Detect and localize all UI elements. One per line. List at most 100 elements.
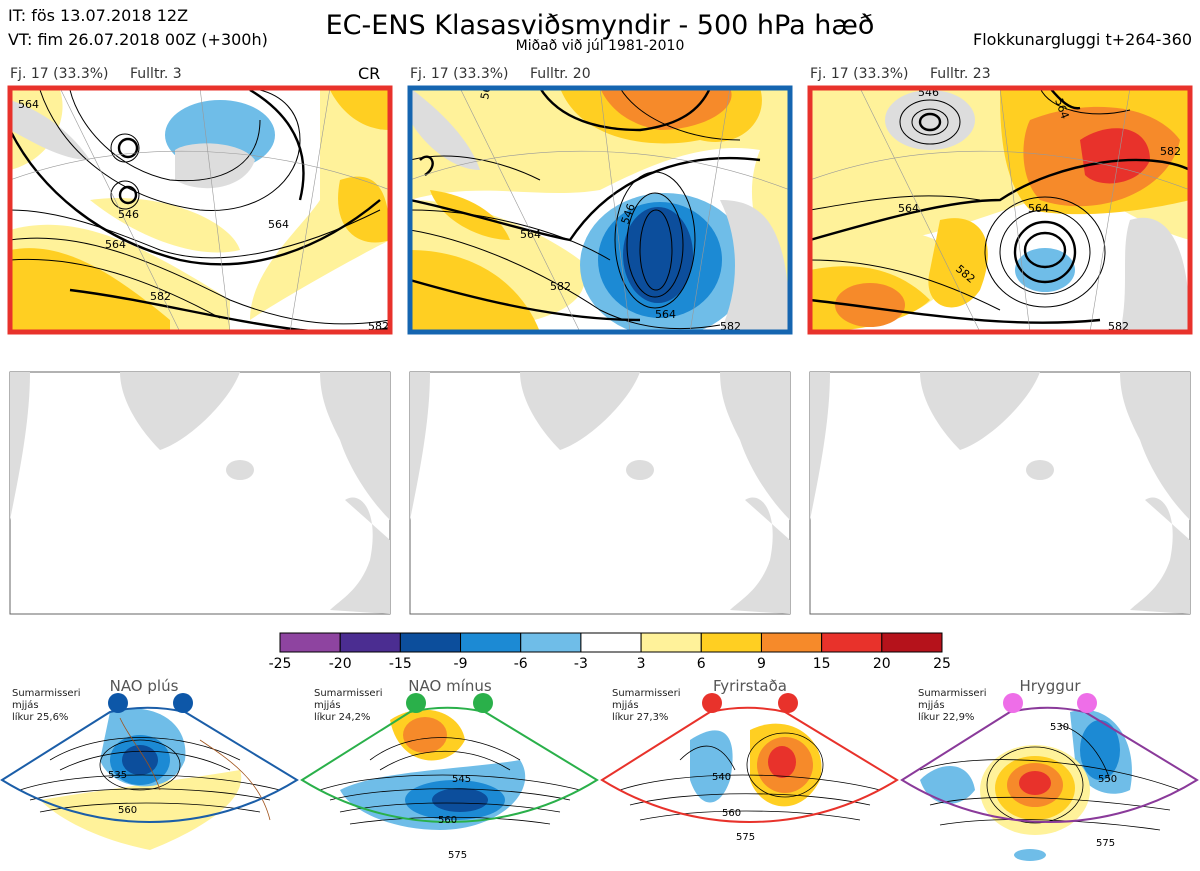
panel-1-border xyxy=(7,85,393,335)
contour-label: 546 xyxy=(918,86,939,99)
contour-label: 582 xyxy=(1160,145,1181,158)
regime-contour-label: 575 xyxy=(448,850,467,861)
regime-season: Sumarmisseri xyxy=(314,688,383,699)
contour-label: 564 xyxy=(478,78,494,101)
regime-name: Hryggur xyxy=(1019,677,1081,695)
contour-label: 564 xyxy=(105,238,126,251)
panel-3-border xyxy=(807,85,1193,335)
panel-3-map: 546 564 564 582 564 582 582 xyxy=(810,86,1190,333)
regime-dot xyxy=(108,693,128,713)
regime-info-1: Sumarmisseri mjjás líkur 25,6% xyxy=(12,688,80,724)
panel-1-extra: CR xyxy=(358,64,381,83)
regime-smoothing: mjjás xyxy=(314,700,341,711)
empty-map-1 xyxy=(9,371,391,615)
regime-dot xyxy=(1077,693,1097,713)
regime-nao-minus: 545 560 575 xyxy=(300,693,599,861)
regime-blocking-frame xyxy=(600,706,899,823)
regime-dot xyxy=(406,693,426,713)
regime-contour-label: 560 xyxy=(722,808,741,819)
regime-dot xyxy=(778,693,798,713)
empty-map-3 xyxy=(809,371,1191,615)
panel-2-fulltr: Fulltr. 20 xyxy=(530,66,591,82)
contour-label: 564 xyxy=(1028,202,1049,215)
panel-1-map: 564 564 546 564 582 582 xyxy=(10,88,390,333)
colorbar-swatch xyxy=(339,632,401,653)
init-time: IT: fös 13.07.2018 12Z xyxy=(8,6,189,25)
regime-dot xyxy=(173,693,193,713)
colorbar-tick-label: 3 xyxy=(637,656,646,672)
contour-label: 546 xyxy=(118,208,139,221)
page-title: EC-ENS Klasasviðsmyndir - 500 hPa hæð xyxy=(325,10,875,41)
regime-dot xyxy=(1003,693,1023,713)
contour-label: 582 xyxy=(150,290,171,303)
colorbar-swatch xyxy=(640,632,702,653)
contour-label: 582 xyxy=(368,320,389,333)
regime-ridge: 530 550 575 xyxy=(900,693,1199,861)
regime-nao-plus-frame xyxy=(0,706,299,823)
colorbar-tick-label: -9 xyxy=(454,656,468,672)
classification-window: Flokkunargluggi t+264-360 xyxy=(973,30,1192,49)
regime-contour-label: 575 xyxy=(736,832,755,843)
regime-dot xyxy=(702,693,722,713)
regime-info-4: Sumarmisseri mjjás líkur 22,9% xyxy=(918,688,986,724)
panel-1-fj: Fj. 17 (33.3%) xyxy=(10,66,109,82)
regime-season: Sumarmisseri xyxy=(612,688,681,699)
regime-probability: líkur 24,2% xyxy=(314,712,371,723)
regime-ridge-frame xyxy=(900,706,1199,823)
colorbar-tick-label: -25 xyxy=(269,656,292,672)
panel-3-fulltr: Fulltr. 23 xyxy=(930,66,991,82)
page-subtitle: Miðað við júl 1981-2010 xyxy=(515,38,685,54)
colorbar-tick-label: -15 xyxy=(389,656,412,672)
regime-smoothing: mjjás xyxy=(918,700,945,711)
regime-contour-label: 575 xyxy=(1096,838,1115,849)
colorbar-tick-label: -6 xyxy=(514,656,528,672)
colorbar-tick-label: -20 xyxy=(329,656,352,672)
regime-contour-label: 545 xyxy=(452,774,471,785)
panel-3-fj: Fj. 17 (33.3%) xyxy=(810,66,909,82)
regime-info-3: Sumarmisseri mjjás líkur 27,3% xyxy=(612,688,680,724)
colorbar-swatch xyxy=(399,632,462,653)
regime-contour-label: 530 xyxy=(1050,722,1069,733)
contour-label: 582 xyxy=(720,320,741,333)
colorbar-swatch xyxy=(460,632,522,653)
regime-nao-minus-frame xyxy=(300,706,599,823)
regime-name: Fyrirstaða xyxy=(713,677,787,695)
contour-label: 564 xyxy=(18,98,39,111)
panel-2-border xyxy=(407,85,793,335)
regime-probability: líkur 22,9% xyxy=(918,712,975,723)
colorbar-tick-label: 6 xyxy=(697,656,706,672)
colorbar-tick-label: 15 xyxy=(813,656,831,672)
colorbar-swatch xyxy=(881,632,943,653)
contour-label: 564 xyxy=(520,228,541,241)
regime-contour-label: 560 xyxy=(118,805,137,816)
regime-season: Sumarmisseri xyxy=(918,688,987,699)
colorbar-swatch xyxy=(760,632,823,653)
regime-smoothing: mjjás xyxy=(12,700,39,711)
contour-label: 564 xyxy=(655,308,676,321)
colorbar-tick-label: 25 xyxy=(933,656,951,672)
regime-name: NAO mínus xyxy=(408,677,492,695)
colorbar-tick-label: -3 xyxy=(574,656,588,672)
contour-label: 582 xyxy=(1108,320,1129,333)
regime-info-2: Sumarmisseri mjjás líkur 24,2% xyxy=(314,688,382,724)
colorbar-tick-label: 20 xyxy=(873,656,891,672)
contour-label: 582 xyxy=(550,280,571,293)
panel-2-fj: Fj. 17 (33.3%) xyxy=(410,66,509,82)
colorbar-swatch xyxy=(520,632,582,653)
contour-label: 564 xyxy=(268,218,289,231)
regime-blocking: 540 560 575 xyxy=(600,693,899,843)
panel-1-fulltr: Fulltr. 3 xyxy=(130,66,182,82)
colorbar-tick-label: 9 xyxy=(757,656,766,672)
colorbar-swatch xyxy=(580,632,642,653)
regime-contour-label: 560 xyxy=(438,815,457,826)
regime-probability: líkur 25,6% xyxy=(12,712,69,723)
empty-map-2 xyxy=(409,371,791,615)
regime-contour-label: 540 xyxy=(712,772,731,783)
contour-label: 564 xyxy=(898,202,919,215)
regime-dot xyxy=(473,693,493,713)
regime-season: Sumarmisseri xyxy=(12,688,81,699)
regime-name: NAO plús xyxy=(109,677,179,695)
valid-time: VT: fim 26.07.2018 00Z (+300h) xyxy=(8,30,268,49)
colorbar-swatch xyxy=(821,632,883,653)
